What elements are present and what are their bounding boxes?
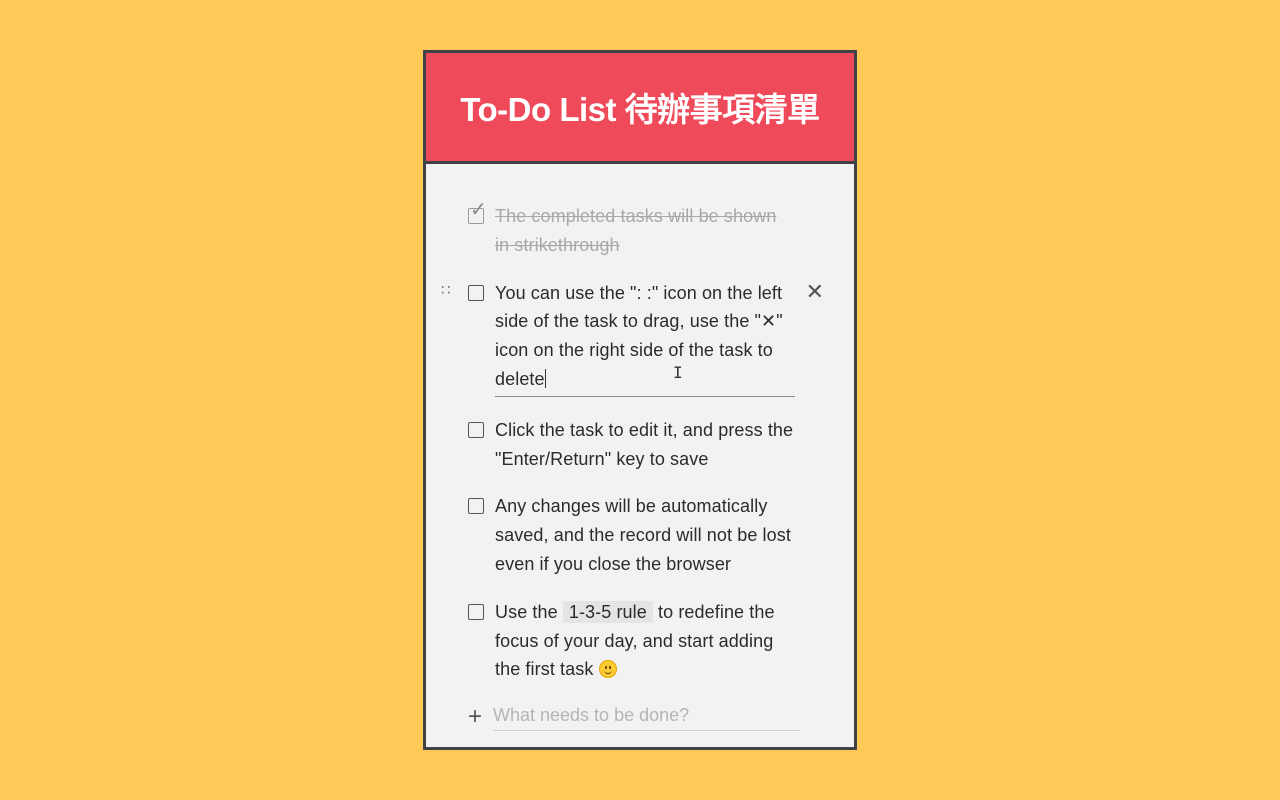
task-text-value: You can use the ": :" icon on the left s… [495, 283, 783, 389]
inline-code: 1-3-5 rule [563, 601, 653, 623]
task-checkbox[interactable] [468, 285, 484, 301]
drag-handle-icon[interactable]: ∷ [441, 281, 452, 299]
task-list: ✓ The completed tasks will be shown in s… [426, 164, 854, 731]
task-text[interactable]: Any changes will be automatically saved,… [495, 492, 795, 578]
task-text[interactable]: The completed tasks will be shown in str… [495, 202, 795, 260]
todo-card: To-Do List 待辦事項清單 ✓ The completed tasks … [423, 50, 857, 750]
task-checkbox[interactable] [468, 422, 484, 438]
page-title: To-Do List 待辦事項清單 [460, 83, 819, 131]
task-text-prefix: Use the [495, 602, 558, 622]
task-item[interactable]: Any changes will be automatically saved,… [468, 492, 800, 578]
text-caret [545, 369, 546, 388]
add-task-row: + [468, 703, 800, 731]
task-item[interactable]: Use the 1-3-5 rule to redefine the focus… [468, 598, 800, 684]
task-text[interactable]: Click the task to edit it, and press the… [495, 416, 795, 474]
task-item[interactable]: Click the task to edit it, and press the… [468, 416, 800, 474]
task-checkbox[interactable]: ✓ [468, 208, 484, 224]
task-item-editing[interactable]: ∷ You can use the ": :" icon on the left… [468, 279, 800, 397]
task-item-completed[interactable]: ✓ The completed tasks will be shown in s… [468, 202, 800, 260]
smile-emoji-icon [599, 660, 617, 678]
add-task-input[interactable] [493, 703, 800, 731]
close-icon[interactable]: ✕ [806, 279, 824, 305]
plus-icon[interactable]: + [468, 705, 482, 729]
ibeam-cursor-icon: I [673, 363, 683, 382]
task-checkbox[interactable] [468, 498, 484, 514]
header: To-Do List 待辦事項清單 [426, 53, 854, 164]
task-text[interactable]: Use the 1-3-5 rule to redefine the focus… [495, 598, 795, 684]
check-icon: ✓ [470, 200, 487, 220]
task-checkbox[interactable] [468, 604, 484, 620]
task-text-input[interactable]: You can use the ": :" icon on the left s… [495, 279, 795, 397]
